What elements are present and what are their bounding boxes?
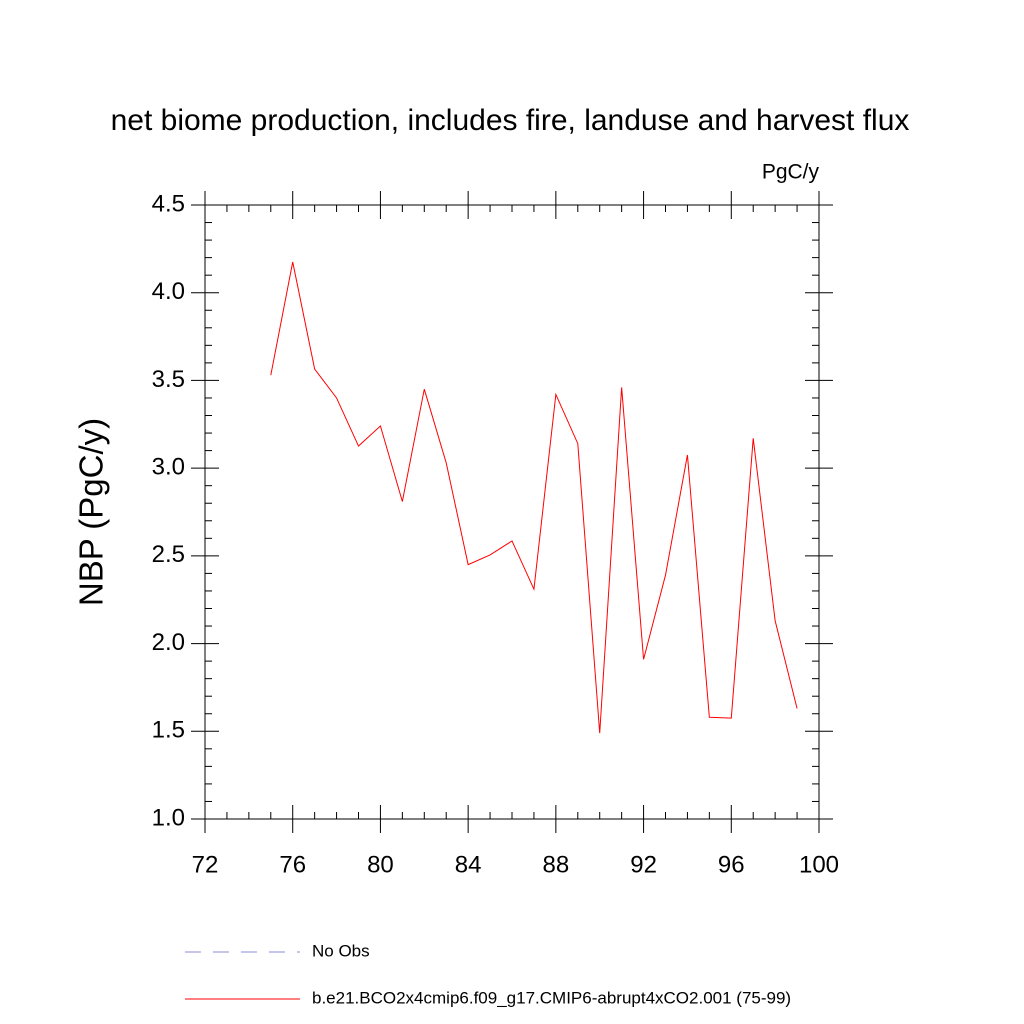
x-tick-label: 88 [543, 851, 570, 878]
x-tick-label: 80 [367, 851, 394, 878]
legend-label: b.e21.BCO2x4cmip6.f09_g17.CMIP6-abrupt4x… [312, 988, 791, 1007]
x-tick-label: 76 [279, 851, 306, 878]
y-tick-label: 2.5 [152, 541, 185, 568]
plot-frame [204, 204, 820, 820]
x-tick-label: 96 [718, 851, 745, 878]
x-tick-label: 92 [630, 851, 657, 878]
y-tick-label: 2.0 [152, 629, 185, 656]
y-tick-label: 1.5 [152, 717, 185, 744]
y-tick-label: 4.0 [152, 278, 185, 305]
legend-label: No Obs [312, 941, 370, 960]
y-axis-label: NBP (PgC/y) [73, 418, 110, 606]
series-line [270, 261, 798, 734]
y-tick-label: 4.5 [152, 190, 185, 217]
x-tick-label: 84 [455, 851, 482, 878]
x-tick-label: 72 [192, 851, 219, 878]
y-tick-label: 1.0 [152, 804, 185, 831]
y-tick-label: 3.5 [152, 366, 185, 393]
x-tick-label: 100 [799, 851, 839, 878]
chart-title: net biome production, includes fire, lan… [111, 104, 910, 137]
units-label: PgC/y [762, 161, 820, 184]
y-tick-label: 3.0 [152, 453, 185, 480]
